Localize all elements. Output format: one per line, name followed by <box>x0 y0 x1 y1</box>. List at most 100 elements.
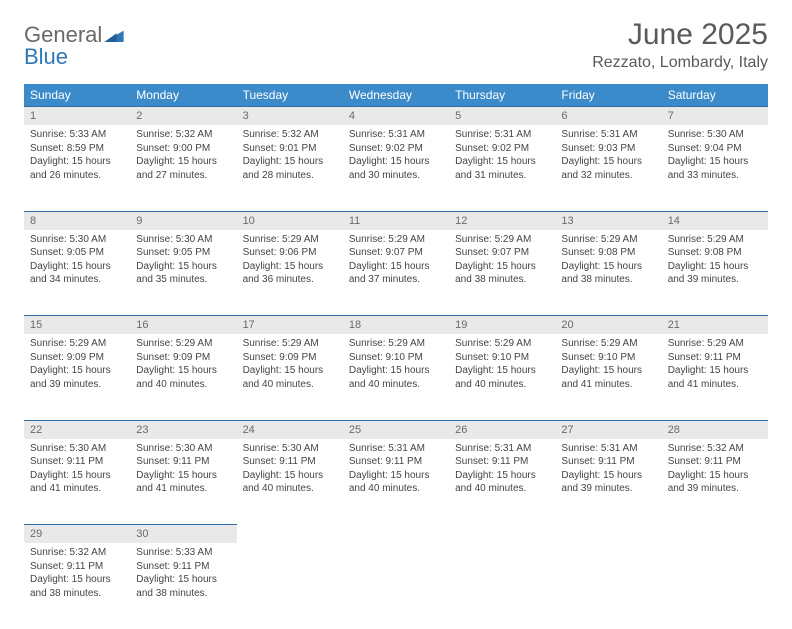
day-body-row: Sunrise: 5:33 AMSunset: 8:59 PM Daylight:… <box>24 125 768 211</box>
sunset-text: Sunset: 9:02 PM <box>455 142 549 156</box>
sunset-text: Sunset: 9:04 PM <box>668 142 762 156</box>
day-number-cell: 30 <box>130 525 236 544</box>
day-number-cell: 17 <box>237 316 343 335</box>
day-details: Sunrise: 5:29 AMSunset: 9:09 PMDaylight:… <box>130 334 236 397</box>
day-details: Sunrise: 5:29 AMSunset: 9:11 PMDaylight:… <box>662 334 768 397</box>
daylight-line1: Daylight: 15 hours <box>455 155 549 169</box>
sunrise-text: Sunrise: 5:30 AM <box>30 442 124 456</box>
day-body-cell: Sunrise: 5:31 AMSunset: 9:02 PMDaylight:… <box>343 125 449 211</box>
sunrise-text: Sunrise: 5:29 AM <box>349 233 443 247</box>
daylight-line2: and 40 minutes. <box>349 482 443 496</box>
day-body-cell: Sunrise: 5:29 AMSunset: 9:06 PMDaylight:… <box>237 230 343 316</box>
sunrise-text: Sunrise: 5:30 AM <box>668 128 762 142</box>
daylight-line1: Daylight: 15 hours <box>561 260 655 274</box>
day-body-cell: Sunrise: 5:29 AMSunset: 9:11 PMDaylight:… <box>662 334 768 420</box>
daylight-line1: Daylight: 15 hours <box>349 155 443 169</box>
daylight-line1: Daylight: 15 hours <box>136 260 230 274</box>
sunset-text: Sunset: 9:11 PM <box>30 455 124 469</box>
daylight-line1: Daylight: 15 hours <box>561 364 655 378</box>
day-details: Sunrise: 5:29 AMSunset: 9:07 PMDaylight:… <box>449 230 555 293</box>
day-number-cell: 27 <box>555 420 661 439</box>
daylight-line2: and 39 minutes. <box>561 482 655 496</box>
sunset-text: Sunset: 9:05 PM <box>30 246 124 260</box>
day-number-cell <box>555 525 661 544</box>
sunset-text: Sunset: 9:10 PM <box>561 351 655 365</box>
day-number-cell: 3 <box>237 107 343 126</box>
sunrise-text: Sunrise: 5:30 AM <box>243 442 337 456</box>
day-number-cell: 21 <box>662 316 768 335</box>
daylight-line1: Daylight: 15 hours <box>349 260 443 274</box>
sunrise-text: Sunrise: 5:31 AM <box>349 128 443 142</box>
daylight-line2: and 40 minutes. <box>455 378 549 392</box>
day-details: Sunrise: 5:29 AMSunset: 9:10 PMDaylight:… <box>343 334 449 397</box>
daylight-line2: and 39 minutes. <box>30 378 124 392</box>
day-details: Sunrise: 5:29 AMSunset: 9:09 PMDaylight:… <box>237 334 343 397</box>
daylight-line2: and 30 minutes. <box>349 169 443 183</box>
day-body-row: Sunrise: 5:30 AMSunset: 9:05 PMDaylight:… <box>24 230 768 316</box>
day-body-cell <box>662 543 768 629</box>
day-number-cell <box>237 525 343 544</box>
sunset-text: Sunset: 9:01 PM <box>243 142 337 156</box>
sunset-text: Sunset: 8:59 PM <box>30 142 124 156</box>
day-body-cell: Sunrise: 5:33 AMSunset: 9:11 PMDaylight:… <box>130 543 236 629</box>
daylight-line1: Daylight: 15 hours <box>30 573 124 587</box>
day-details: Sunrise: 5:32 AMSunset: 9:11 PMDaylight:… <box>662 439 768 502</box>
day-number-cell: 7 <box>662 107 768 126</box>
day-details: Sunrise: 5:32 AMSunset: 9:00 PMDaylight:… <box>130 125 236 188</box>
day-body-cell: Sunrise: 5:30 AMSunset: 9:05 PMDaylight:… <box>24 230 130 316</box>
day-details: Sunrise: 5:29 AMSunset: 9:08 PMDaylight:… <box>555 230 661 293</box>
weekday-header: Tuesday <box>237 84 343 107</box>
daylight-line2: and 34 minutes. <box>30 273 124 287</box>
sunrise-text: Sunrise: 5:29 AM <box>30 337 124 351</box>
sunrise-text: Sunrise: 5:29 AM <box>561 337 655 351</box>
day-body-cell: Sunrise: 5:30 AMSunset: 9:04 PMDaylight:… <box>662 125 768 211</box>
sunset-text: Sunset: 9:09 PM <box>30 351 124 365</box>
sunrise-text: Sunrise: 5:29 AM <box>243 337 337 351</box>
daylight-line2: and 41 minutes. <box>561 378 655 392</box>
sunrise-text: Sunrise: 5:29 AM <box>455 233 549 247</box>
sunset-text: Sunset: 9:11 PM <box>668 351 762 365</box>
daylight-line1: Daylight: 15 hours <box>455 260 549 274</box>
daylight-line1: Daylight: 15 hours <box>243 469 337 483</box>
daylight-line1: Daylight: 15 hours <box>30 469 124 483</box>
sunrise-text: Sunrise: 5:33 AM <box>30 128 124 142</box>
sunrise-text: Sunrise: 5:29 AM <box>668 233 762 247</box>
day-number-cell: 12 <box>449 211 555 230</box>
day-details: Sunrise: 5:31 AMSunset: 9:11 PMDaylight:… <box>449 439 555 502</box>
day-number-cell: 25 <box>343 420 449 439</box>
daylight-line2: and 39 minutes. <box>668 273 762 287</box>
day-number-cell: 22 <box>24 420 130 439</box>
weekday-header-row: SundayMondayTuesdayWednesdayThursdayFrid… <box>24 84 768 107</box>
daylight-line2: and 28 minutes. <box>243 169 337 183</box>
day-body-cell <box>449 543 555 629</box>
sunrise-text: Sunrise: 5:32 AM <box>30 546 124 560</box>
daylight-line1: Daylight: 15 hours <box>243 260 337 274</box>
day-body-cell: Sunrise: 5:30 AMSunset: 9:05 PMDaylight:… <box>130 230 236 316</box>
day-details: Sunrise: 5:29 AMSunset: 9:08 PMDaylight:… <box>662 230 768 293</box>
day-number-cell: 26 <box>449 420 555 439</box>
daylight-line2: and 35 minutes. <box>136 273 230 287</box>
day-number-cell: 14 <box>662 211 768 230</box>
sunset-text: Sunset: 9:03 PM <box>561 142 655 156</box>
sunrise-text: Sunrise: 5:32 AM <box>668 442 762 456</box>
day-number-cell <box>449 525 555 544</box>
day-body-cell <box>237 543 343 629</box>
daylight-line2: and 33 minutes. <box>668 169 762 183</box>
sunset-text: Sunset: 9:11 PM <box>561 455 655 469</box>
header: GeneralBlue June 2025 Rezzato, Lombardy,… <box>24 18 768 72</box>
day-number-cell: 10 <box>237 211 343 230</box>
daylight-line1: Daylight: 15 hours <box>668 469 762 483</box>
daylight-line2: and 40 minutes. <box>136 378 230 392</box>
daylight-line1: Daylight: 15 hours <box>136 155 230 169</box>
day-number-cell: 8 <box>24 211 130 230</box>
month-title: June 2025 <box>592 18 768 52</box>
sunrise-text: Sunrise: 5:33 AM <box>136 546 230 560</box>
daylight-line2: and 38 minutes. <box>30 587 124 601</box>
day-details: Sunrise: 5:33 AMSunset: 8:59 PMDaylight:… <box>24 125 130 188</box>
sunset-text: Sunset: 9:11 PM <box>455 455 549 469</box>
daylight-line2: and 36 minutes. <box>243 273 337 287</box>
daylight-line1: Daylight: 15 hours <box>668 364 762 378</box>
day-body-row: Sunrise: 5:30 AMSunset: 9:11 PMDaylight:… <box>24 439 768 525</box>
brand-logo: GeneralBlue <box>24 24 126 68</box>
day-body-cell: Sunrise: 5:29 AMSunset: 9:09 PMDaylight:… <box>130 334 236 420</box>
